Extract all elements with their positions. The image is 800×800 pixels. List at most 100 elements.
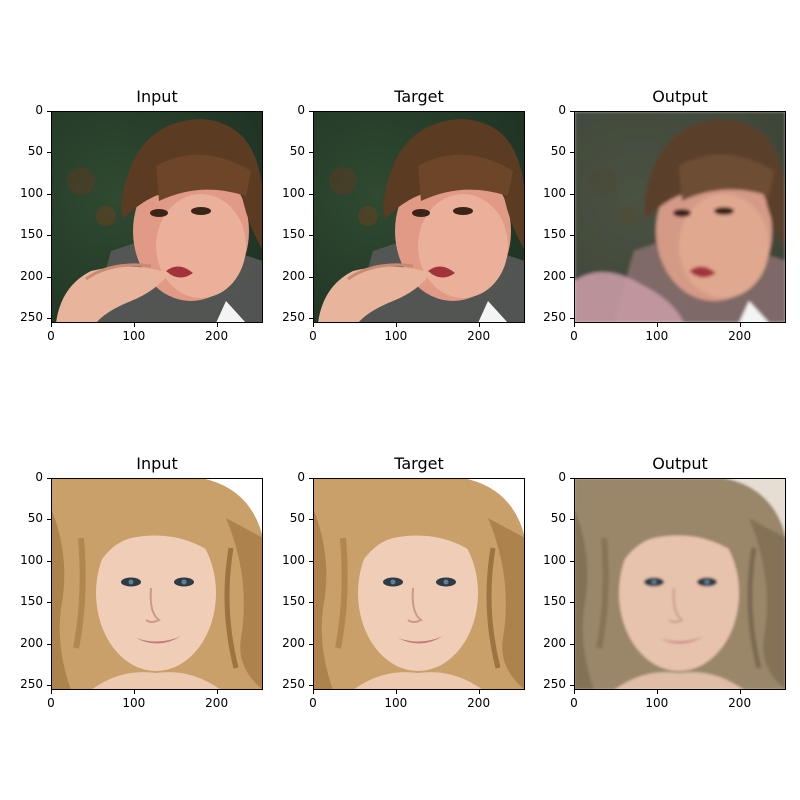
- x-tick-mark: [51, 690, 52, 694]
- y-tick-label: 0: [297, 470, 305, 484]
- x-tick-mark: [51, 323, 52, 327]
- y-tick-label: 0: [35, 103, 43, 117]
- image-panel: [51, 111, 263, 323]
- y-tick-mark: [309, 111, 313, 112]
- y-tick-label: 250: [543, 677, 566, 692]
- image-panel: [313, 478, 525, 690]
- x-tick-label: 100: [122, 329, 146, 343]
- y-tick-label: 150: [543, 227, 566, 242]
- x-tick-label: 200: [467, 329, 491, 343]
- x-tick-label: 200: [205, 329, 229, 343]
- y-tick-label: 200: [282, 268, 305, 283]
- y-tick-mark: [47, 643, 51, 645]
- y-tick-mark: [47, 276, 51, 278]
- y-tick-mark: [309, 193, 313, 195]
- x-tick-mark: [739, 690, 741, 694]
- y-tick-mark: [47, 478, 51, 479]
- y-tick-mark: [570, 519, 574, 521]
- y-tick-mark: [309, 318, 313, 320]
- x-tick-mark: [216, 690, 218, 694]
- y-tick-label: 200: [20, 268, 43, 283]
- y-tick-mark: [570, 276, 574, 278]
- y-tick-mark: [309, 560, 313, 562]
- y-tick-label: 250: [282, 677, 305, 692]
- x-tick-label: 100: [384, 696, 408, 710]
- y-tick-mark: [570, 685, 574, 687]
- x-tick-mark: [395, 323, 397, 327]
- x-tick-label: 100: [384, 329, 408, 343]
- face-image: [313, 478, 525, 690]
- face-image: [51, 478, 263, 690]
- image-panel: [313, 111, 525, 323]
- y-tick-label: 250: [20, 310, 43, 325]
- y-tick-label: 100: [20, 185, 43, 200]
- y-tick-mark: [309, 685, 313, 687]
- image-panel: [51, 478, 263, 690]
- y-tick-label: 50: [27, 511, 43, 526]
- y-tick-mark: [570, 478, 574, 479]
- panel-title: Input: [136, 87, 178, 106]
- x-tick-label: 0: [309, 329, 317, 343]
- x-tick-label: 0: [309, 696, 317, 710]
- y-tick-label: 150: [282, 594, 305, 609]
- y-tick-mark: [570, 643, 574, 645]
- y-tick-mark: [309, 276, 313, 278]
- face-image: [574, 478, 786, 690]
- y-tick-label: 200: [543, 635, 566, 650]
- x-tick-label: 100: [645, 696, 669, 710]
- y-tick-label: 150: [282, 227, 305, 242]
- y-tick-label: 50: [550, 511, 566, 526]
- y-tick-label: 250: [282, 310, 305, 325]
- image-panel: [574, 478, 786, 690]
- y-tick-mark: [309, 519, 313, 521]
- x-tick-label: 100: [645, 329, 669, 343]
- y-tick-label: 250: [20, 677, 43, 692]
- y-tick-mark: [47, 235, 51, 237]
- x-tick-mark: [574, 323, 575, 327]
- y-tick-label: 200: [543, 268, 566, 283]
- x-tick-mark: [478, 690, 480, 694]
- y-tick-mark: [47, 111, 51, 112]
- panel-title: Output: [652, 87, 708, 106]
- y-tick-mark: [47, 560, 51, 562]
- y-tick-label: 100: [282, 552, 305, 567]
- y-tick-mark: [47, 519, 51, 521]
- y-tick-mark: [309, 478, 313, 479]
- panel-title: Target: [394, 87, 444, 106]
- y-tick-mark: [309, 152, 313, 154]
- x-tick-label: 0: [47, 696, 55, 710]
- y-tick-label: 100: [543, 185, 566, 200]
- x-tick-mark: [574, 690, 575, 694]
- image-panel: [574, 111, 786, 323]
- y-tick-mark: [47, 685, 51, 687]
- face-image: [313, 111, 525, 323]
- x-tick-label: 200: [728, 329, 752, 343]
- x-tick-label: 0: [570, 696, 578, 710]
- y-tick-label: 100: [20, 552, 43, 567]
- y-tick-mark: [570, 602, 574, 604]
- panel-title: Target: [394, 454, 444, 473]
- x-tick-mark: [739, 323, 741, 327]
- x-tick-label: 100: [122, 696, 146, 710]
- y-tick-mark: [570, 235, 574, 237]
- y-tick-mark: [47, 193, 51, 195]
- x-tick-label: 200: [467, 696, 491, 710]
- y-tick-label: 150: [20, 227, 43, 242]
- y-tick-label: 0: [558, 470, 566, 484]
- x-tick-mark: [656, 323, 658, 327]
- y-tick-mark: [570, 111, 574, 112]
- x-tick-mark: [478, 323, 480, 327]
- y-tick-label: 0: [558, 103, 566, 117]
- y-tick-mark: [47, 318, 51, 320]
- y-tick-mark: [570, 152, 574, 154]
- y-tick-label: 200: [282, 635, 305, 650]
- x-tick-mark: [133, 323, 135, 327]
- y-tick-label: 150: [543, 594, 566, 609]
- x-tick-mark: [313, 690, 314, 694]
- x-tick-label: 200: [205, 696, 229, 710]
- y-tick-mark: [47, 602, 51, 604]
- y-tick-label: 250: [543, 310, 566, 325]
- y-tick-label: 50: [289, 144, 305, 159]
- x-tick-label: 200: [728, 696, 752, 710]
